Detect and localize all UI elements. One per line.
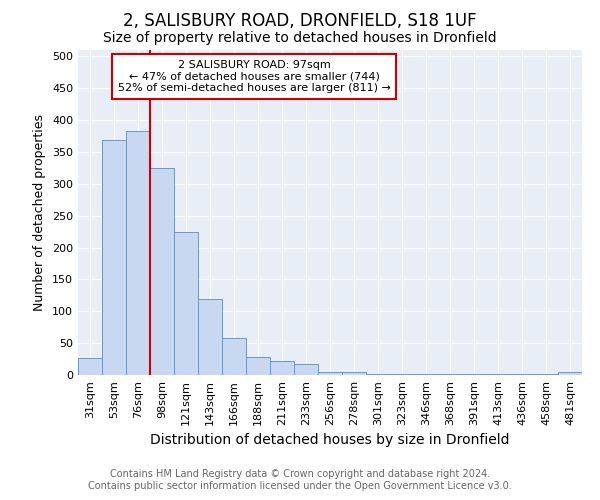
Bar bbox=[270, 361, 294, 375]
Y-axis label: Number of detached properties: Number of detached properties bbox=[34, 114, 46, 311]
Text: 2 SALISBURY ROAD: 97sqm
← 47% of detached houses are smaller (744)
52% of semi-d: 2 SALISBURY ROAD: 97sqm ← 47% of detache… bbox=[118, 60, 391, 93]
Bar bbox=[126, 131, 150, 375]
Text: Size of property relative to detached houses in Dronfield: Size of property relative to detached ho… bbox=[103, 31, 497, 45]
Bar bbox=[366, 374, 390, 375]
Bar bbox=[318, 372, 342, 375]
Bar bbox=[198, 298, 222, 375]
Bar bbox=[486, 374, 510, 375]
Text: Contains HM Land Registry data © Crown copyright and database right 2024.
Contai: Contains HM Land Registry data © Crown c… bbox=[88, 470, 512, 491]
Bar bbox=[78, 358, 102, 375]
Bar bbox=[438, 374, 462, 375]
Bar bbox=[510, 374, 534, 375]
Bar bbox=[222, 338, 246, 375]
Bar bbox=[174, 232, 198, 375]
Bar bbox=[462, 374, 486, 375]
Bar bbox=[246, 357, 270, 375]
Bar bbox=[558, 372, 582, 375]
Bar bbox=[414, 374, 438, 375]
Bar bbox=[390, 374, 414, 375]
Bar bbox=[534, 374, 558, 375]
Bar bbox=[150, 168, 174, 375]
Bar bbox=[294, 364, 318, 375]
Bar bbox=[102, 140, 126, 375]
Text: 2, SALISBURY ROAD, DRONFIELD, S18 1UF: 2, SALISBURY ROAD, DRONFIELD, S18 1UF bbox=[123, 12, 477, 30]
X-axis label: Distribution of detached houses by size in Dronfield: Distribution of detached houses by size … bbox=[150, 434, 510, 448]
Bar bbox=[342, 372, 366, 375]
